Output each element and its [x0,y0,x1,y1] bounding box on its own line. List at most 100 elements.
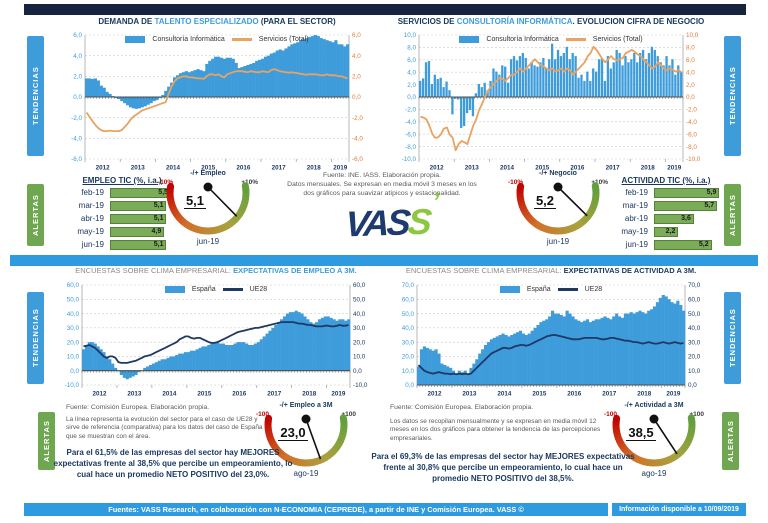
title-suffix: (PARA EL SECTOR) [258,17,336,26]
bottom-right-title: ENCUESTAS SOBRE CLIMA EMPRESARIAL: EXPEC… [390,266,712,275]
legend-line-label: Servicios (Total) [592,36,643,43]
row-value: 4,9 [151,228,162,235]
title-suffix: . EVOLUCION CIFRA DE NEGOCIO [572,17,705,26]
gauge-date: jun-19 [196,237,220,246]
svg-text:-6,0: -6,0 [352,156,363,163]
legend-line-swatch [557,288,578,291]
svg-text:2012: 2012 [427,391,442,398]
svg-text:2018: 2018 [302,391,317,398]
svg-text:10,0: 10,0 [353,354,366,361]
bottom-left-summary: Para el 61,5% de las empresas del sector… [53,448,293,479]
svg-text:2015: 2015 [201,165,216,172]
gauge-value: 38,5 [626,425,656,441]
row-bar: 5,1 [110,200,167,211]
source-line: dos gráficos para suavizar atípicos y es… [303,190,461,198]
svg-text:-10,0: -10,0 [402,156,417,163]
gauge-value: 5,2 [533,193,557,209]
tendencias-label-right-top: TENDENCIAS [724,36,741,156]
svg-text:2012: 2012 [430,165,445,172]
source-line: Datos mensuales. Se expresan en media mó… [287,181,477,189]
svg-text:0,0: 0,0 [407,94,416,101]
table-row: mar-19 5,1 [56,199,188,212]
table-row: jun-19 5,2 [600,238,732,251]
svg-text:-2,0: -2,0 [352,115,363,122]
title-highlight: EXPECTATIVAS DE EMPLEO A 3M. [233,266,357,275]
table-header: ACTIVIDAD TIC (%, i.a.) [621,176,711,185]
row-bar: 4,9 [110,226,165,237]
svg-text:0,0: 0,0 [405,382,414,389]
svg-text:70,0: 70,0 [402,282,415,289]
legend-bar-label: Consultoría Informática [152,36,225,43]
svg-text:-8,0: -8,0 [405,144,416,151]
empleo-tic-table: EMPLEO TIC (%, i.a.) feb-19 5,5 mar-19 5,1… [56,176,188,251]
gauge-date: ago-19 [641,469,667,478]
row-value: 5,7 [704,202,715,209]
svg-text:2016: 2016 [567,391,582,398]
row-month: jun-19 [625,240,648,249]
legend-line-swatch [231,38,252,41]
bottom-right-summary: Para el 69,3% de las empresas del sector… [371,452,635,483]
alertas-label-left-top: ALERTAS [27,184,44,246]
row-value: 5,1 [153,241,164,248]
svg-text:2017: 2017 [272,165,287,172]
svg-text:2,0: 2,0 [73,74,82,81]
svg-text:2016: 2016 [236,165,251,172]
row-bar-track: 5,9 [654,187,726,198]
svg-text:60,0: 60,0 [402,296,415,303]
footer-sources-bar: Fuentes: VASS Research, en colaboración … [24,503,608,516]
chart-expectativas-actividad: España UE28 0,0 0,0 10,0 10,0 20,0 20,0 30,0 30… [390,280,712,398]
title-highlight: EXPECTATIVAS DE ACTIVIDAD A 3M. [563,266,697,275]
svg-text:0,0: 0,0 [688,382,697,389]
svg-text:50,0: 50,0 [688,311,701,318]
svg-text:8,0: 8,0 [407,45,416,52]
svg-text:60,0: 60,0 [353,282,366,289]
svg-text:20,0: 20,0 [688,354,701,361]
svg-text:70,0: 70,0 [688,282,701,289]
row-value: 5,9 [706,189,717,196]
bottom-left-note: La línea representa la evolución del sec… [66,416,263,440]
legend-line-label: UE28 [584,286,603,293]
svg-text:-4,0: -4,0 [686,119,697,126]
row-bar: 5,1 [110,239,167,250]
row-month: abr-19 [80,214,104,223]
row-value: 5,1 [153,202,164,209]
gauge-dial [166,182,250,235]
tendencias-label-left-bottom: TENDENCIAS [27,292,44,384]
bottom-right-source: Fuente: Comisión Europea. Elaboración pr… [390,404,534,411]
svg-text:2,0: 2,0 [352,74,361,81]
row-bar: 5,9 [654,187,720,198]
table-row: may-19 2,2 [600,225,732,238]
row-month: mar-19 [622,201,648,210]
svg-text:2014: 2014 [497,391,512,398]
gauge-max-label: +100 [689,411,704,418]
top-left-title: DEMANDA DE TALENTO ESPECIALIZADO (PARA E… [58,17,376,26]
title-prefix: DEMANDA DE [98,17,155,26]
row-bar: 2,2 [654,226,679,237]
svg-text:40,0: 40,0 [67,311,80,318]
svg-text:-2,0: -2,0 [686,107,697,114]
row-bar-track: 5,1 [110,213,182,224]
svg-text:-6,0: -6,0 [71,156,82,163]
legend-bar-swatch [125,36,146,43]
row-bar-track: 3,6 [654,213,726,224]
gauge-max-label: +10% [591,179,608,186]
gauge-actividad-3m: -/+ Actividad a 3M -100 +100 38,5 ago-19 [604,402,704,482]
row-month: feb-19 [81,188,104,197]
chart-legend: España UE28 [390,286,712,293]
svg-text:-10,0: -10,0 [353,382,368,389]
section-divider-bar [10,255,758,266]
legend-bar-label: España [191,286,216,293]
svg-text:2018: 2018 [637,391,652,398]
row-bar-track: 5,2 [654,239,726,250]
row-bar: 3,6 [654,213,694,224]
legend-bar-swatch [499,286,520,293]
svg-text:2,0: 2,0 [686,82,695,89]
gauge-negocio: -/+ Negocio -10% +10% 5,2 jun-19 [508,170,608,250]
svg-text:2017: 2017 [267,391,282,398]
svg-text:8,0: 8,0 [686,45,695,52]
chart-legend: Consultoría Informática Servicios (Total… [58,36,376,43]
gauge-title: -/+ Negocio [539,170,577,177]
svg-text:0,0: 0,0 [70,368,79,375]
svg-text:2019: 2019 [667,165,682,172]
